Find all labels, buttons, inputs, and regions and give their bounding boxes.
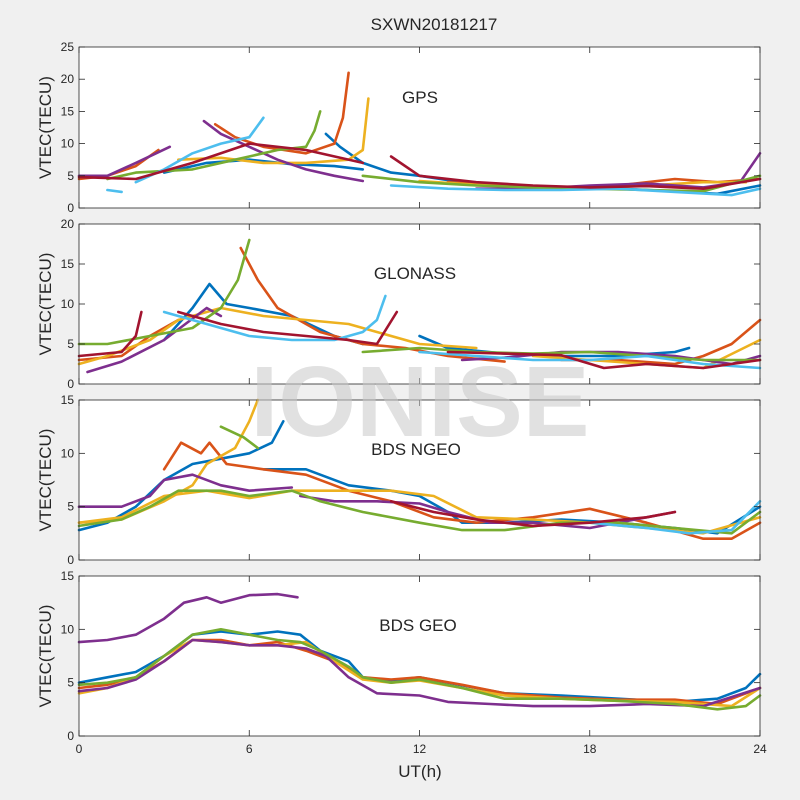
series-group (77, 71, 762, 197)
x-tick-label: 18 (583, 742, 597, 756)
series-line-16 (77, 142, 365, 181)
y-tick-label: 5 (67, 500, 74, 514)
plot-area (79, 576, 760, 736)
series-line-12 (361, 174, 762, 193)
series-line-6 (77, 473, 294, 509)
panel-4: 0 6 12 18 24 0 5 10 15 VTEC(TECU) BDS GEO (36, 569, 767, 756)
series-line-6 (77, 306, 478, 366)
panel-3: 0 5 10 15 VTEC(TECU) BDS NGEO (36, 393, 762, 567)
panel-label: GPS (402, 88, 438, 107)
y-tick-label: 25 (61, 40, 75, 54)
panel-label: BDS NGEO (371, 440, 461, 459)
panel-1: 0 5 10 15 20 25 VTEC(TECU) GPS (36, 40, 762, 215)
series-group (77, 398, 762, 541)
y-tick-label: 15 (61, 257, 75, 271)
y-tick-label: 10 (61, 297, 75, 311)
y-tick-label: 15 (61, 104, 75, 118)
series-line-17 (389, 155, 762, 190)
series-group (77, 238, 762, 374)
series-line-14 (77, 310, 143, 358)
y-tick-label: 0 (67, 377, 74, 391)
panel-label: GLONASS (374, 264, 456, 283)
series-line-10 (77, 238, 251, 346)
series-line-8 (219, 425, 260, 450)
series-line-16 (446, 350, 762, 370)
series-line-6 (77, 627, 762, 711)
series-line-8 (77, 145, 172, 178)
y-tick-label: 15 (61, 393, 75, 407)
y-axis-label: VTEC(TECU) (36, 429, 55, 532)
series-line-4 (77, 592, 299, 644)
series-line-8 (86, 306, 223, 374)
series-line-11 (361, 346, 762, 362)
series-line-12 (162, 294, 387, 342)
y-axis-label: VTEC(TECU) (36, 253, 55, 356)
series-line-15 (177, 310, 399, 346)
figure-title: SXWN20181217 (371, 15, 498, 34)
series-line-11 (389, 499, 677, 528)
panels: 0 5 10 15 20 25 VTEC(TECU) GPS 0 5 10 15 20 VTEC(TECU… (36, 40, 767, 756)
y-tick-label: 15 (61, 569, 75, 583)
series-line-9 (77, 489, 762, 535)
series-line-4 (213, 71, 350, 155)
y-tick-label: 0 (67, 201, 74, 215)
panel-label: BDS GEO (379, 616, 456, 635)
panel-2: 0 5 10 15 20 VTEC(TECU) GLONASS (36, 217, 762, 391)
y-axis-label: VTEC(TECU) (36, 76, 55, 179)
y-tick-label: 10 (61, 137, 75, 151)
series-line-15 (389, 184, 762, 197)
series-line-11 (106, 110, 322, 181)
y-tick-label: 10 (61, 622, 75, 636)
series-line-9 (202, 119, 365, 183)
y-tick-label: 0 (67, 729, 74, 743)
x-tick-label: 0 (76, 742, 83, 756)
series-line-13 (106, 188, 123, 194)
y-tick-label: 10 (61, 446, 75, 460)
watermark: IONISE (251, 346, 590, 458)
y-tick-label: 20 (61, 217, 75, 231)
x-axis-label: UT(h) (398, 762, 441, 781)
y-axis-label: VTEC(TECU) (36, 605, 55, 708)
x-tick-label: 6 (246, 742, 253, 756)
plot-area (79, 224, 760, 384)
series-line-5 (77, 638, 762, 708)
x-tick-label: 24 (753, 742, 767, 756)
y-tick-label: 0 (67, 553, 74, 567)
y-tick-label: 20 (61, 72, 75, 86)
y-tick-label: 5 (67, 676, 74, 690)
series-line-6 (177, 97, 370, 165)
y-tick-label: 5 (67, 169, 74, 183)
x-tick-label: 12 (413, 742, 427, 756)
plot-area (79, 400, 760, 560)
series-group (77, 592, 762, 711)
series-line-13 (418, 350, 762, 370)
y-tick-label: 5 (67, 337, 74, 351)
series-line-10 (588, 499, 762, 535)
